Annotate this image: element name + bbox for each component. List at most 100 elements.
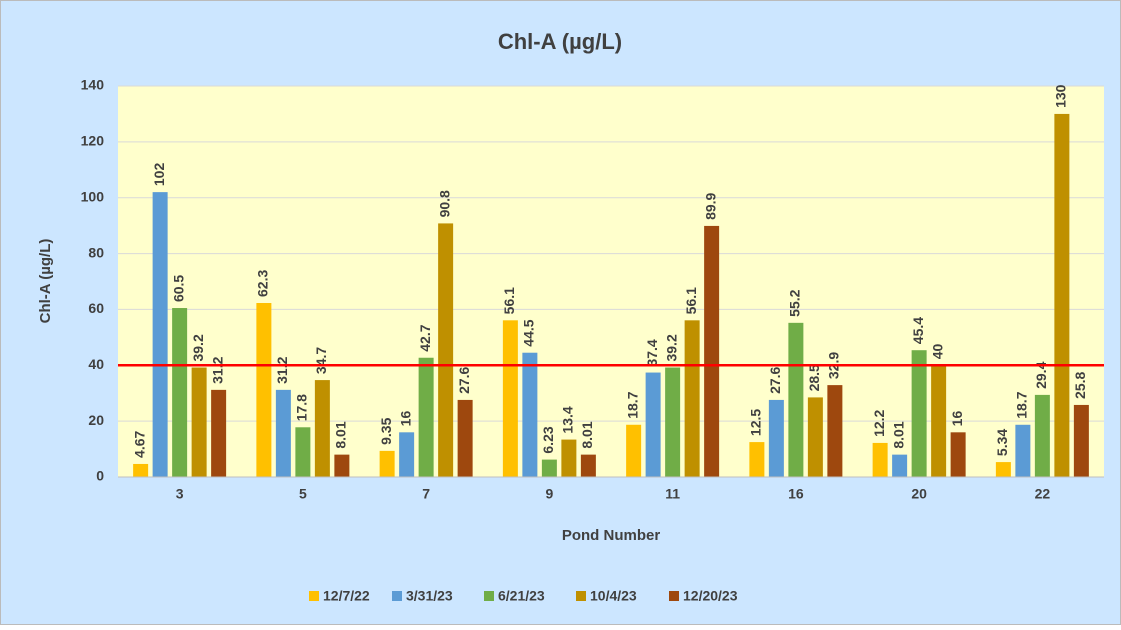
bar <box>580 454 596 477</box>
data-label: 39.2 <box>190 334 206 361</box>
data-label: 60.5 <box>170 275 186 302</box>
bar <box>502 320 518 477</box>
data-label: 90.8 <box>436 190 452 217</box>
x-tick-label: 3 <box>176 486 184 502</box>
bar <box>827 385 843 477</box>
data-label: 25.8 <box>1072 371 1088 398</box>
bar <box>133 463 149 477</box>
data-label: 40 <box>929 343 945 359</box>
data-label: 8.01 <box>333 421 349 448</box>
legend-swatch <box>309 591 319 601</box>
data-label: 34.7 <box>313 347 329 374</box>
bar <box>1073 404 1089 477</box>
legend-label: 12/7/22 <box>323 588 370 604</box>
x-tick-label: 16 <box>788 486 804 502</box>
legend-label: 3/31/23 <box>406 588 453 604</box>
x-axis-title: Pond Number <box>562 527 660 544</box>
data-label: 62.3 <box>255 270 271 297</box>
bar <box>1054 113 1070 477</box>
data-label: 31.2 <box>209 356 225 383</box>
y-tick-label: 20 <box>88 412 104 428</box>
bar <box>457 399 473 477</box>
data-label: 16 <box>949 411 965 427</box>
x-tick-label: 7 <box>422 486 430 502</box>
data-label: 8.01 <box>890 421 906 448</box>
x-tick-label: 22 <box>1035 486 1051 502</box>
y-tick-label: 60 <box>88 300 104 316</box>
bar <box>256 303 272 477</box>
bar <box>211 389 227 477</box>
data-label: 17.8 <box>294 394 310 421</box>
bar <box>191 367 207 477</box>
bar <box>275 389 291 477</box>
bar <box>418 357 434 477</box>
bar <box>626 424 642 477</box>
bar <box>645 372 661 477</box>
data-label: 27.6 <box>767 366 783 393</box>
bar <box>749 442 765 477</box>
bar <box>152 192 168 477</box>
data-label: 102 <box>151 163 167 187</box>
data-label: 42.7 <box>417 324 433 351</box>
data-label: 18.7 <box>1014 391 1030 418</box>
y-tick-label: 120 <box>81 133 105 149</box>
bar <box>172 308 188 477</box>
bar <box>399 432 415 477</box>
legend-swatch <box>576 591 586 601</box>
legend-label: 10/4/23 <box>590 588 637 604</box>
x-tick-label: 5 <box>299 486 307 502</box>
data-label: 18.7 <box>624 391 640 418</box>
legend-swatch <box>484 591 494 601</box>
y-tick-label: 0 <box>96 468 104 484</box>
chart-title: Chl-A (µg/L) <box>498 29 622 54</box>
data-label: 55.2 <box>787 289 803 316</box>
y-tick-label: 140 <box>81 77 105 93</box>
bar <box>911 350 927 477</box>
bar <box>541 459 557 477</box>
bar <box>334 454 350 477</box>
legend-label: 6/21/23 <box>498 588 545 604</box>
data-label: 12.5 <box>748 409 764 436</box>
bar <box>684 320 700 477</box>
legend-label: 12/20/23 <box>683 588 738 604</box>
data-label: 8.01 <box>579 421 595 448</box>
bar <box>379 450 395 477</box>
y-axis-title: Chl-A (µg/L) <box>37 239 54 324</box>
y-tick-label: 40 <box>88 356 104 372</box>
bar <box>931 365 947 477</box>
bar <box>768 399 784 477</box>
data-label: 4.67 <box>131 430 147 457</box>
bar <box>872 442 888 477</box>
legend-swatch <box>669 591 679 601</box>
bar <box>950 432 966 477</box>
bar <box>788 322 804 477</box>
data-label: 29.4 <box>1033 361 1049 388</box>
data-label: 56.1 <box>501 287 517 314</box>
data-label: 12.2 <box>871 409 887 436</box>
data-label: 45.4 <box>910 317 926 344</box>
bar <box>995 462 1011 477</box>
data-label: 27.6 <box>456 366 472 393</box>
data-label: 28.5 <box>806 364 822 391</box>
bar <box>438 223 454 477</box>
data-label: 44.5 <box>521 319 537 346</box>
data-label: 6.23 <box>540 426 556 453</box>
data-label: 9.35 <box>378 417 394 444</box>
bar <box>665 367 681 477</box>
data-label: 37.4 <box>644 339 660 366</box>
data-label: 13.4 <box>560 406 576 433</box>
bar <box>1034 394 1050 477</box>
x-tick-label: 9 <box>545 486 553 502</box>
data-label: 39.2 <box>663 334 679 361</box>
data-label: 56.1 <box>683 287 699 314</box>
bar <box>807 397 823 477</box>
data-label: 130 <box>1053 84 1069 108</box>
y-tick-label: 100 <box>81 188 105 204</box>
bar <box>295 427 311 477</box>
y-tick-label: 80 <box>88 244 104 260</box>
data-label: 31.2 <box>274 356 290 383</box>
data-label: 5.34 <box>994 429 1010 456</box>
bar <box>561 439 577 477</box>
x-tick-label: 20 <box>911 486 927 502</box>
